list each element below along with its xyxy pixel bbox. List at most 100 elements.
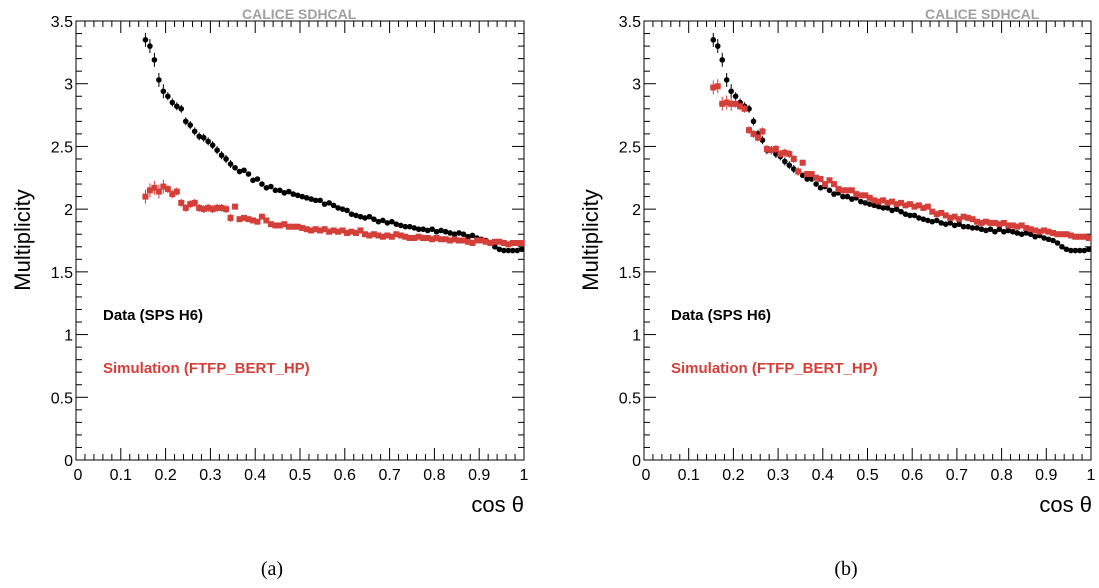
simulation-point: [795, 168, 802, 175]
simulation-point: [169, 191, 176, 198]
simulation-point: [906, 201, 913, 208]
data-point: [303, 195, 310, 201]
data-point: [786, 162, 793, 169]
data-point: [178, 106, 185, 112]
simulation-point: [759, 128, 766, 135]
simulation-point: [348, 228, 355, 235]
data-point: [1081, 247, 1088, 254]
simulation-point: [929, 208, 936, 215]
simulation-point: [1050, 229, 1057, 236]
simulation-point: [902, 202, 909, 209]
data-point: [344, 207, 350, 214]
y-tick-label: 2.5: [51, 139, 73, 156]
data-point: [920, 216, 927, 222]
simulation-point: [344, 229, 351, 236]
simulation-point: [249, 217, 256, 224]
simulation-point: [844, 187, 851, 194]
simulation-point: [303, 226, 310, 233]
data-point: [496, 246, 503, 253]
data-point: [960, 223, 967, 230]
x-tick-label: 0: [74, 467, 83, 484]
simulation-point: [267, 221, 274, 228]
simulation-point: [826, 177, 833, 184]
data-point: [759, 137, 766, 143]
data-point: [893, 206, 900, 212]
simulation-point: [1000, 219, 1007, 226]
simulation-point: [500, 240, 507, 247]
data-point: [746, 106, 752, 112]
panel-b: CALICE SDHCAL 0 0.1 0.2 0.3 0.4 0.5 0.6 0.7 0.8 0…: [578, 6, 1096, 580]
simulation-point: [884, 199, 891, 206]
x-tick-label: 0.5: [289, 467, 311, 484]
data-point: [232, 164, 238, 171]
simulation-point: [308, 227, 315, 234]
x-tick-label: 0.9: [468, 467, 490, 484]
data-point: [987, 226, 994, 233]
simulation-point: [146, 187, 153, 194]
data-point: [992, 228, 998, 235]
simulation-point: [326, 228, 333, 235]
data-point: [362, 215, 368, 221]
data-point: [492, 243, 498, 250]
simulation-point: [835, 186, 842, 193]
simulation-point: [366, 232, 373, 239]
simulation-point: [960, 213, 967, 220]
data-point: [817, 185, 824, 191]
data-point: [330, 202, 337, 209]
y-tick-label: 0: [64, 453, 73, 470]
simulation-point: [1072, 233, 1079, 240]
data-point: [773, 151, 779, 157]
data-point: [241, 167, 247, 174]
data-point: [142, 37, 149, 43]
y-tick-label: 3.5: [619, 14, 641, 31]
data-point: [902, 211, 909, 217]
simulation-point: [768, 147, 775, 154]
data-point: [933, 217, 940, 224]
data-point: [245, 171, 252, 177]
simulation-point: [822, 181, 829, 188]
simulation-point: [276, 222, 283, 229]
simulation-point: [1009, 222, 1016, 229]
data-point: [415, 226, 422, 233]
data-point: [465, 233, 471, 240]
data-point: [469, 232, 476, 239]
data-point: [808, 176, 815, 182]
simulation-point: [411, 234, 418, 241]
data-point: [714, 43, 721, 49]
data-point: [813, 181, 819, 187]
data-point: [1041, 235, 1047, 241]
simulation-point: [254, 218, 261, 225]
data-point: [510, 247, 516, 254]
data-point: [831, 191, 837, 197]
y-axis-title: Multiplicity: [10, 189, 35, 290]
simulation-point: [173, 188, 180, 195]
simulation-point: [388, 233, 395, 240]
y-tick-label: 1.5: [619, 265, 641, 282]
data-point: [1045, 236, 1052, 243]
data-point: [723, 77, 730, 83]
simulation-point: [1014, 223, 1021, 230]
simulation-point: [754, 134, 761, 141]
data-point: [277, 187, 283, 194]
simulation-point: [893, 201, 900, 208]
simulation-point: [875, 198, 882, 205]
simulation-point: [933, 211, 940, 218]
simulation-point: [164, 186, 171, 193]
simulation-point: [232, 203, 239, 210]
simulation-point: [415, 233, 422, 240]
simulation-point: [456, 237, 463, 244]
data-point: [294, 192, 301, 199]
data-point: [996, 226, 1003, 233]
simulation-point: [1054, 231, 1061, 238]
simulation-point: [142, 193, 149, 200]
x-tick-label: 0.7: [378, 467, 400, 484]
data-point: [978, 226, 985, 233]
data-point: [965, 223, 971, 230]
simulation-point: [746, 127, 753, 134]
data-point: [393, 221, 400, 227]
data-point: [862, 200, 869, 206]
legend-simulation: Simulation (FTFP_BERT_HP): [103, 360, 310, 377]
simulation-point: [187, 201, 194, 208]
data-point: [951, 222, 958, 229]
simulation-point: [487, 240, 494, 247]
